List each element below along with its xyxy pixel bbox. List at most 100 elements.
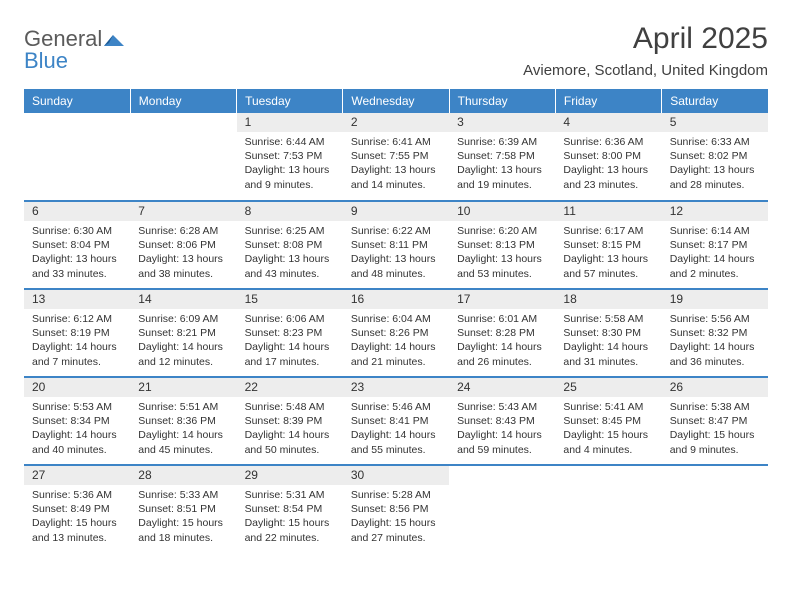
location-subtitle: Aviemore, Scotland, United Kingdom xyxy=(523,62,768,79)
sunset-line: Sunset: 8:21 PM xyxy=(138,326,228,340)
day-number: 23 xyxy=(343,378,449,397)
calendar-cell: 17Sunrise: 6:01 AMSunset: 8:28 PMDayligh… xyxy=(449,289,555,377)
sunset-line: Sunset: 8:06 PM xyxy=(138,238,228,252)
daylight-line: Daylight: 14 hours and 50 minutes. xyxy=(245,428,335,456)
sunrise-line: Sunrise: 6:04 AM xyxy=(351,312,441,326)
sunrise-line: Sunrise: 5:41 AM xyxy=(563,400,653,414)
sunset-line: Sunset: 8:41 PM xyxy=(351,414,441,428)
day-number: 9 xyxy=(343,202,449,221)
day-number: 22 xyxy=(237,378,343,397)
day-info: Sunrise: 6:30 AMSunset: 8:04 PMDaylight:… xyxy=(24,221,130,283)
sunrise-line: Sunrise: 5:56 AM xyxy=(670,312,760,326)
day-number: 3 xyxy=(449,113,555,132)
day-number: 19 xyxy=(662,290,768,309)
daylight-line: Daylight: 13 hours and 48 minutes. xyxy=(351,252,441,280)
sunset-line: Sunset: 7:53 PM xyxy=(245,149,335,163)
sunset-line: Sunset: 8:04 PM xyxy=(32,238,122,252)
sunset-line: Sunset: 8:47 PM xyxy=(670,414,760,428)
sunset-line: Sunset: 8:19 PM xyxy=(32,326,122,340)
daylight-line: Daylight: 13 hours and 57 minutes. xyxy=(563,252,653,280)
day-info: Sunrise: 6:44 AMSunset: 7:53 PMDaylight:… xyxy=(237,132,343,194)
brand-mark-icon xyxy=(104,28,124,50)
daylight-line: Daylight: 14 hours and 45 minutes. xyxy=(138,428,228,456)
day-info: Sunrise: 5:58 AMSunset: 8:30 PMDaylight:… xyxy=(555,309,661,371)
calendar-cell xyxy=(449,465,555,553)
day-info: Sunrise: 6:39 AMSunset: 7:58 PMDaylight:… xyxy=(449,132,555,194)
day-info: Sunrise: 6:04 AMSunset: 8:26 PMDaylight:… xyxy=(343,309,449,371)
calendar-cell: 9Sunrise: 6:22 AMSunset: 8:11 PMDaylight… xyxy=(343,201,449,289)
calendar-cell: 12Sunrise: 6:14 AMSunset: 8:17 PMDayligh… xyxy=(662,201,768,289)
daylight-line: Daylight: 14 hours and 2 minutes. xyxy=(670,252,760,280)
day-info: Sunrise: 5:43 AMSunset: 8:43 PMDaylight:… xyxy=(449,397,555,459)
sunrise-line: Sunrise: 6:01 AM xyxy=(457,312,547,326)
calendar-cell: 25Sunrise: 5:41 AMSunset: 8:45 PMDayligh… xyxy=(555,377,661,465)
day-number: 4 xyxy=(555,113,661,132)
weekday-header: Monday xyxy=(130,89,236,113)
calendar-cell: 24Sunrise: 5:43 AMSunset: 8:43 PMDayligh… xyxy=(449,377,555,465)
calendar-cell: 19Sunrise: 5:56 AMSunset: 8:32 PMDayligh… xyxy=(662,289,768,377)
weekday-header: Saturday xyxy=(662,89,768,113)
day-info: Sunrise: 5:41 AMSunset: 8:45 PMDaylight:… xyxy=(555,397,661,459)
day-number: 13 xyxy=(24,290,130,309)
calendar-cell: 8Sunrise: 6:25 AMSunset: 8:08 PMDaylight… xyxy=(237,201,343,289)
sunset-line: Sunset: 8:49 PM xyxy=(32,502,122,516)
calendar-cell: 5Sunrise: 6:33 AMSunset: 8:02 PMDaylight… xyxy=(662,113,768,201)
sunrise-line: Sunrise: 6:20 AM xyxy=(457,224,547,238)
sunrise-line: Sunrise: 5:31 AM xyxy=(245,488,335,502)
daylight-line: Daylight: 14 hours and 12 minutes. xyxy=(138,340,228,368)
calendar-body: 1Sunrise: 6:44 AMSunset: 7:53 PMDaylight… xyxy=(24,113,768,553)
sunrise-line: Sunrise: 6:33 AM xyxy=(670,135,760,149)
day-number: 30 xyxy=(343,466,449,485)
sunset-line: Sunset: 8:30 PM xyxy=(563,326,653,340)
calendar-cell: 20Sunrise: 5:53 AMSunset: 8:34 PMDayligh… xyxy=(24,377,130,465)
day-info: Sunrise: 6:09 AMSunset: 8:21 PMDaylight:… xyxy=(130,309,236,371)
calendar-cell: 14Sunrise: 6:09 AMSunset: 8:21 PMDayligh… xyxy=(130,289,236,377)
calendar-cell: 1Sunrise: 6:44 AMSunset: 7:53 PMDaylight… xyxy=(237,113,343,201)
sunrise-line: Sunrise: 6:09 AM xyxy=(138,312,228,326)
calendar-cell: 13Sunrise: 6:12 AMSunset: 8:19 PMDayligh… xyxy=(24,289,130,377)
brand-logo: GeneralBlue xyxy=(24,28,124,72)
daylight-line: Daylight: 13 hours and 19 minutes. xyxy=(457,163,547,191)
calendar-cell xyxy=(662,465,768,553)
day-number: 2 xyxy=(343,113,449,132)
calendar-cell: 27 Sunrise: 5:36 AMSunset: 8:49 PMDayligh… xyxy=(24,465,130,553)
sunrise-line: Sunrise: 6:12 AM xyxy=(32,312,122,326)
weekday-header: Thursday xyxy=(449,89,555,113)
day-info: Sunrise: 6:41 AMSunset: 7:55 PMDaylight:… xyxy=(343,132,449,194)
sunrise-line: Sunrise: 6:25 AM xyxy=(245,224,335,238)
brand-text: GeneralBlue xyxy=(24,28,124,72)
day-number: 27 xyxy=(24,466,130,485)
weekday-header: Wednesday xyxy=(343,89,449,113)
month-title: April 2025 xyxy=(523,22,768,56)
daylight-line: Daylight: 14 hours and 26 minutes. xyxy=(457,340,547,368)
calendar-cell: 10Sunrise: 6:20 AMSunset: 8:13 PMDayligh… xyxy=(449,201,555,289)
daylight-line: Daylight: 14 hours and 59 minutes. xyxy=(457,428,547,456)
day-info: Sunrise: 5:53 AMSunset: 8:34 PMDaylight:… xyxy=(24,397,130,459)
day-info: Sunrise: 5:31 AMSunset: 8:54 PMDaylight:… xyxy=(237,485,343,547)
day-number: 18 xyxy=(555,290,661,309)
sunset-line: Sunset: 8:02 PM xyxy=(670,149,760,163)
calendar-cell: 3Sunrise: 6:39 AMSunset: 7:58 PMDaylight… xyxy=(449,113,555,201)
brand-word-2: Blue xyxy=(24,48,68,73)
day-number: 5 xyxy=(662,113,768,132)
daylight-line: Daylight: 13 hours and 28 minutes. xyxy=(670,163,760,191)
day-info: Sunrise: 6:33 AMSunset: 8:02 PMDaylight:… xyxy=(662,132,768,194)
calendar-cell: 18Sunrise: 5:58 AMSunset: 8:30 PMDayligh… xyxy=(555,289,661,377)
calendar-cell xyxy=(555,465,661,553)
sunrise-line: Sunrise: 5:36 AM xyxy=(32,488,122,502)
daylight-line: Daylight: 14 hours and 17 minutes. xyxy=(245,340,335,368)
day-number: 24 xyxy=(449,378,555,397)
day-number: 20 xyxy=(24,378,130,397)
sunset-line: Sunset: 8:39 PM xyxy=(245,414,335,428)
calendar-cell: 22Sunrise: 5:48 AMSunset: 8:39 PMDayligh… xyxy=(237,377,343,465)
sunrise-line: Sunrise: 6:28 AM xyxy=(138,224,228,238)
day-number: 7 xyxy=(130,202,236,221)
daylight-line: Daylight: 13 hours and 33 minutes. xyxy=(32,252,122,280)
day-info: Sunrise: 6:36 AMSunset: 8:00 PMDaylight:… xyxy=(555,132,661,194)
daylight-line: Daylight: 13 hours and 14 minutes. xyxy=(351,163,441,191)
daylight-line: Daylight: 14 hours and 55 minutes. xyxy=(351,428,441,456)
weekday-header: Tuesday xyxy=(237,89,343,113)
sunrise-line: Sunrise: 6:14 AM xyxy=(670,224,760,238)
day-number: 14 xyxy=(130,290,236,309)
daylight-line: Daylight: 15 hours and 13 minutes. xyxy=(32,516,122,544)
